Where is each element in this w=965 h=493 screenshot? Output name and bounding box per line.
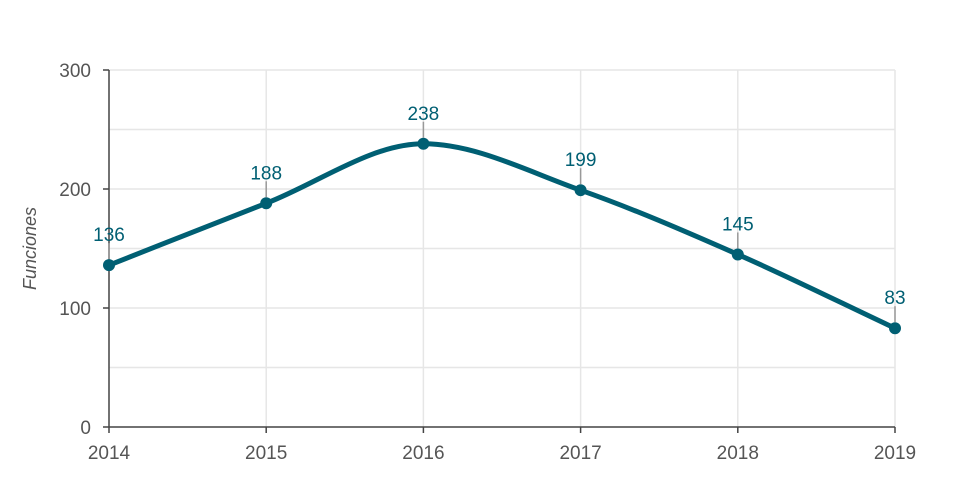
x-tick-label: 2016	[402, 443, 444, 464]
x-tick-label: 2014	[88, 443, 131, 464]
series	[103, 137, 901, 335]
data-label: 136	[93, 225, 125, 246]
data-point	[417, 137, 430, 150]
data-point	[889, 322, 901, 335]
data-label: 145	[722, 214, 754, 235]
data-point	[260, 197, 273, 210]
data-labels: 136 188 238 199 145 83	[93, 104, 906, 323]
x-tick-label: 2017	[559, 443, 601, 464]
x-tick-labels: 2014 2015 2016 2017 2018 2019	[88, 427, 916, 464]
x-tick-label: 2019	[874, 443, 916, 464]
x-tick-label: 2015	[245, 443, 287, 464]
x-tick-label: 2018	[717, 443, 759, 464]
data-label: 83	[884, 288, 905, 309]
data-label: 238	[408, 104, 440, 125]
series-line	[106, 141, 898, 331]
data-point	[574, 184, 587, 197]
y-axis-title: Funciones	[20, 207, 40, 290]
y-tick-label: 300	[59, 61, 91, 82]
data-point	[731, 248, 744, 261]
data-label: 188	[250, 163, 282, 184]
y-tick-label: 200	[59, 180, 91, 201]
y-tick-label: 100	[59, 299, 91, 320]
y-tick-label: 0	[80, 418, 91, 439]
data-point	[103, 259, 115, 272]
y-tick-labels: 0 100 200 300	[59, 61, 109, 439]
data-label: 199	[565, 150, 597, 171]
grid	[109, 69, 896, 427]
